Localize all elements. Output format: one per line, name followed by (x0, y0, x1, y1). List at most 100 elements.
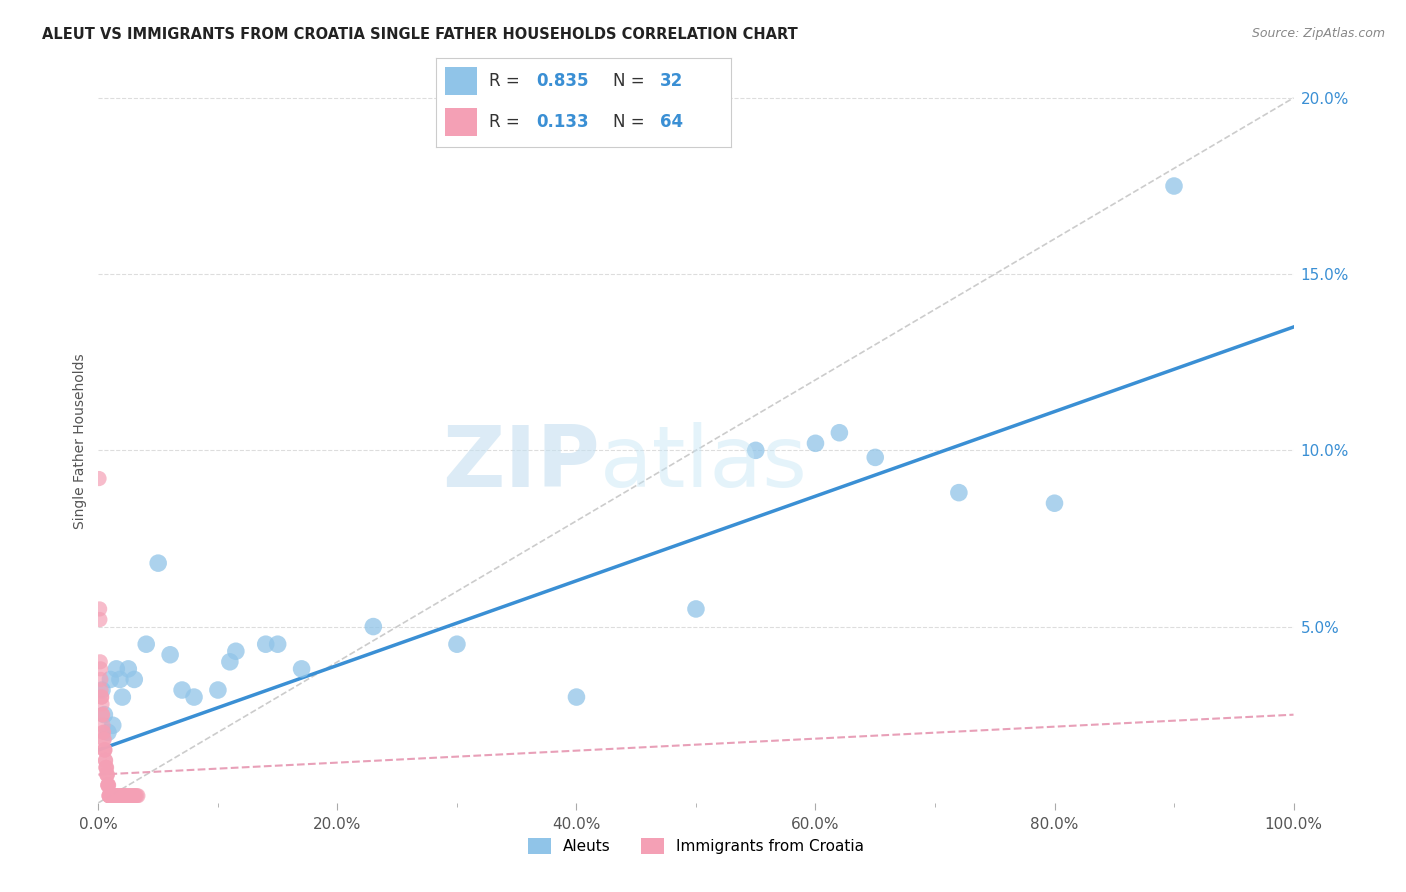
Point (565, 690, 588, 704)
Point (93, 707, 115, 722)
Point (127, 789, 149, 803)
Point (100, 789, 122, 803)
Point (98, 789, 121, 803)
Point (219, 655, 242, 669)
Point (89, 602, 111, 616)
Point (98, 789, 121, 803)
Point (159, 648, 181, 662)
Text: 64: 64 (661, 113, 683, 131)
Y-axis label: Single Father Households: Single Father Households (73, 354, 87, 529)
Legend: Aleuts, Immigrants from Croatia: Aleuts, Immigrants from Croatia (522, 832, 870, 860)
Point (111, 789, 134, 803)
Point (685, 602, 707, 616)
Point (267, 637, 290, 651)
Point (107, 789, 129, 803)
Point (118, 789, 141, 803)
Point (122, 789, 145, 803)
Point (117, 662, 139, 676)
Point (98, 673, 122, 687)
Point (96, 767, 118, 781)
Point (98, 789, 121, 803)
Point (828, 425, 851, 440)
Text: R =: R = (489, 113, 524, 131)
Point (97, 725, 120, 739)
Point (120, 789, 142, 803)
Point (103, 789, 125, 803)
Point (865, 450, 887, 465)
Point (124, 789, 146, 803)
Point (89, 655, 111, 669)
Point (135, 637, 157, 651)
Point (103, 789, 125, 803)
Point (93, 725, 115, 739)
Point (93, 743, 115, 757)
Point (446, 637, 468, 651)
FancyBboxPatch shape (444, 108, 477, 136)
Point (93, 743, 115, 757)
Point (96, 767, 118, 781)
Point (105, 662, 128, 676)
Point (125, 789, 148, 803)
Point (104, 789, 127, 803)
Point (91, 683, 114, 698)
Point (114, 789, 136, 803)
Point (94, 754, 117, 768)
Point (207, 683, 229, 698)
Point (97, 778, 120, 792)
Point (105, 789, 128, 803)
Text: ALEUT VS IMMIGRANTS FROM CROATIA SINGLE FATHER HOUSEHOLDS CORRELATION CHART: ALEUT VS IMMIGRANTS FROM CROATIA SINGLE … (42, 27, 799, 42)
Text: 0.835: 0.835 (536, 72, 589, 90)
Point (112, 789, 135, 803)
Point (91, 725, 114, 739)
Point (124, 789, 146, 803)
Text: 32: 32 (661, 72, 683, 90)
Point (108, 673, 131, 687)
Point (115, 789, 138, 803)
Point (101, 789, 124, 803)
Point (94, 754, 117, 768)
Text: N =: N = (613, 72, 650, 90)
Point (183, 690, 205, 704)
Point (804, 436, 827, 450)
Point (115, 789, 138, 803)
FancyBboxPatch shape (444, 67, 477, 95)
Point (363, 619, 385, 633)
Point (101, 789, 124, 803)
Point (98, 789, 122, 803)
Point (107, 789, 129, 803)
Point (117, 789, 139, 803)
Text: 0.133: 0.133 (536, 113, 589, 131)
Point (103, 789, 125, 803)
Point (745, 443, 768, 458)
Point (97, 778, 120, 792)
Point (96, 760, 118, 774)
Text: Source: ZipAtlas.com: Source: ZipAtlas.com (1251, 27, 1385, 40)
Point (111, 690, 134, 704)
Text: N =: N = (613, 113, 650, 131)
Point (91, 718, 114, 732)
Point (172, 683, 194, 698)
Point (225, 644, 247, 658)
Point (100, 789, 122, 803)
Point (91, 697, 114, 711)
Point (89, 613, 111, 627)
Point (291, 662, 314, 676)
Point (101, 718, 124, 732)
Point (96, 767, 118, 781)
Point (90, 690, 112, 704)
Point (90, 662, 112, 676)
Point (90, 673, 112, 687)
Point (97, 778, 120, 792)
Text: R =: R = (489, 72, 524, 90)
Text: atlas: atlas (600, 422, 808, 505)
Point (948, 485, 970, 500)
Point (94, 760, 117, 774)
Point (121, 789, 143, 803)
Point (87, 471, 110, 485)
Point (124, 673, 146, 687)
Point (90, 683, 112, 698)
Point (1163, 179, 1185, 194)
Point (93, 732, 115, 747)
Point (254, 637, 277, 651)
Point (90, 690, 112, 704)
